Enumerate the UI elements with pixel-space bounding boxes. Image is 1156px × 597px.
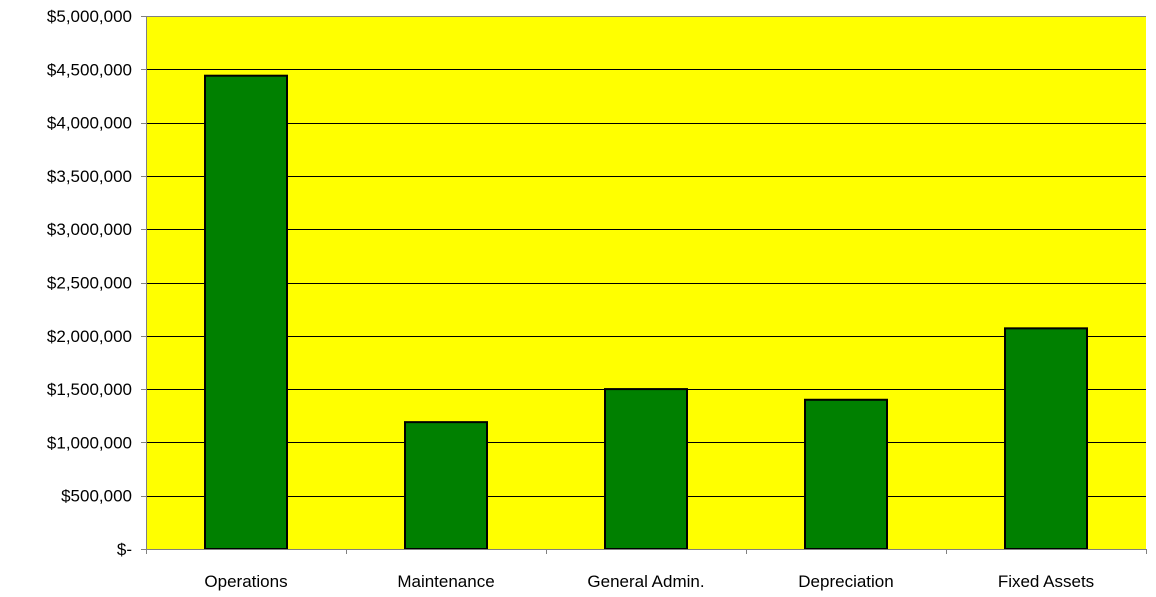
- y-tick-label: $1,000,000: [47, 433, 132, 452]
- axes: [141, 16, 1147, 554]
- y-tick-label: $4,500,000: [47, 60, 132, 79]
- bar-maintenance: [404, 421, 488, 550]
- y-tick-label: $-: [117, 540, 132, 559]
- y-tick-label: $2,500,000: [47, 274, 132, 293]
- bars: [204, 74, 1088, 551]
- bar-fixed-assets: [1004, 327, 1088, 551]
- x-tick-label: Depreciation: [798, 572, 893, 591]
- x-tick-label: Fixed Assets: [998, 572, 1094, 591]
- x-tick-label: Operations: [204, 572, 287, 591]
- y-tick-label: $2,000,000: [47, 327, 132, 346]
- bar-depreciation: [804, 398, 888, 551]
- x-tick-labels: Operations Maintenance General Admin. Depre…: [204, 572, 1094, 591]
- y-tick-labels: $- $500,000 $1,000,000 $1,500,000 $2,000,000…: [47, 7, 132, 559]
- y-tick-label: $5,000,000: [47, 7, 132, 26]
- y-tick-label: $500,000: [61, 487, 132, 506]
- x-tick-label: Maintenance: [397, 572, 494, 591]
- y-tick-label: $1,500,000: [47, 380, 132, 399]
- x-tick-label: General Admin.: [587, 572, 704, 591]
- y-tick-label: $4,000,000: [47, 114, 132, 133]
- y-tick-label: $3,500,000: [47, 167, 132, 186]
- y-tick-label: $3,000,000: [47, 220, 132, 239]
- bar-general-admin: [604, 388, 688, 550]
- bar-operations: [204, 74, 288, 550]
